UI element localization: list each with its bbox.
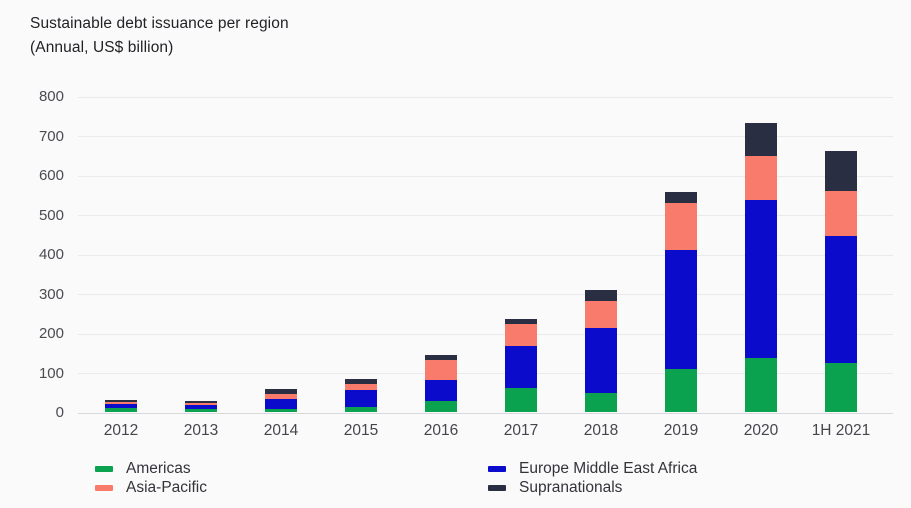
bar-segment-europe-middle-east-africa — [585, 328, 617, 393]
y-axis-tick-label: 800 — [38, 88, 64, 105]
bar-segment-europe-middle-east-africa — [505, 346, 537, 388]
bar-segment-americas — [745, 357, 777, 412]
bar-segment-asia-pacific — [185, 403, 217, 405]
bar-2019 — [665, 191, 697, 412]
bar-segment-asia-pacific — [745, 156, 777, 200]
bar-segment-americas — [265, 408, 297, 412]
legend-label: Americas — [126, 460, 191, 477]
legend-item-supranationals: Supranationals — [488, 478, 622, 498]
legend-swatch-icon — [488, 485, 506, 491]
bar-2014 — [265, 389, 297, 412]
bar-segment-europe-middle-east-africa — [745, 199, 777, 358]
bar-2018 — [585, 289, 617, 412]
x-axis-label: 2013 — [183, 422, 219, 439]
gridline — [78, 96, 893, 98]
y-axis-tick-label: 100 — [38, 364, 64, 382]
bar-segment-europe-middle-east-africa — [665, 250, 697, 369]
bar-segment-europe-middle-east-africa — [425, 379, 457, 402]
bar-segment-europe-middle-east-africa — [345, 389, 377, 407]
x-axis-label: 2014 — [263, 422, 299, 439]
bar-segment-asia-pacific — [345, 384, 377, 390]
bar-segment-europe-middle-east-africa — [825, 236, 857, 363]
bar-segment-americas — [185, 408, 217, 412]
bar-segment-supranationals — [185, 401, 217, 404]
legend-item-europe-middle-east-africa: Europe Middle East Africa — [488, 459, 697, 479]
bar-segment-europe-middle-east-africa — [185, 404, 217, 409]
bar-segment-americas — [425, 401, 457, 412]
bar-2020 — [745, 122, 777, 412]
bar-2015 — [345, 379, 377, 412]
bar-segment-supranationals — [265, 389, 297, 395]
bar-2012 — [105, 400, 137, 412]
y-axis-tick-label: 0 — [55, 404, 64, 421]
gridline — [78, 254, 893, 256]
bar-segment-asia-pacific — [505, 324, 537, 346]
legend-swatch-icon — [488, 466, 506, 472]
x-axis-baseline — [78, 412, 893, 414]
gridline — [78, 175, 893, 177]
x-axis-label: 2019 — [663, 422, 699, 439]
gridline — [78, 294, 893, 295]
x-axis-label: 2017 — [503, 422, 539, 439]
bar-segment-supranationals — [345, 379, 377, 385]
bar-segment-americas — [345, 406, 377, 412]
legend-swatch-icon — [95, 466, 113, 472]
bar-segment-asia-pacific — [425, 359, 457, 380]
x-axis-label: 2016 — [423, 422, 459, 439]
bar-segment-supranationals — [665, 191, 697, 203]
y-axis-tick-label: 400 — [38, 246, 64, 263]
bar-segment-asia-pacific — [825, 190, 857, 237]
bar-1h-2021 — [825, 151, 857, 412]
plot-area — [78, 96, 893, 414]
bar-segment-asia-pacific — [265, 394, 297, 399]
x-axis-label: 2018 — [583, 422, 619, 439]
legend-item-asia-pacific: Asia-Pacific — [95, 478, 207, 498]
legend-label: Europe Middle East Africa — [519, 460, 698, 477]
bar-segment-europe-middle-east-africa — [105, 404, 137, 408]
gridline — [78, 373, 893, 374]
y-axis-tick-label: 500 — [38, 206, 64, 224]
bar-segment-americas — [505, 387, 537, 412]
gridline — [78, 333, 893, 335]
bar-segment-americas — [105, 408, 137, 412]
legend-label: Supranationals — [519, 479, 623, 496]
x-axis-label: 2015 — [343, 422, 379, 439]
bar-segment-americas — [665, 368, 697, 412]
bar-segment-americas — [585, 393, 617, 412]
gridline — [78, 215, 893, 216]
y-axis-tick-label: 200 — [38, 325, 64, 342]
x-axis-label: 1H 2021 — [811, 422, 871, 439]
bar-segment-asia-pacific — [105, 402, 137, 405]
bar-segment-asia-pacific — [585, 300, 617, 329]
bar-segment-europe-middle-east-africa — [265, 398, 297, 409]
x-axis-label: 2020 — [743, 422, 779, 439]
bar-segment-supranationals — [745, 122, 777, 157]
legend-label: Asia-Pacific — [126, 479, 207, 496]
bar-segment-supranationals — [505, 319, 537, 325]
bar-segment-supranationals — [105, 400, 137, 403]
legend-swatch-icon — [95, 485, 113, 491]
bar-segment-asia-pacific — [665, 202, 697, 250]
bar-segment-supranationals — [585, 289, 617, 301]
y-axis-tick-label: 700 — [38, 127, 64, 145]
chart-subtitle: (Annual, US$ billion) — [30, 39, 174, 56]
bar-2017 — [505, 319, 537, 412]
bar-segment-supranationals — [425, 354, 457, 360]
y-axis-tick-label: 600 — [38, 167, 64, 184]
bar-2013 — [185, 401, 217, 412]
bar-segment-supranationals — [825, 151, 857, 191]
y-axis-tick-label: 300 — [38, 285, 64, 303]
chart-title: Sustainable debt issuance per region — [30, 15, 289, 32]
legend-item-americas: Americas — [95, 459, 191, 479]
gridline — [78, 136, 893, 137]
x-axis-label: 2012 — [103, 422, 139, 439]
bar-segment-americas — [825, 362, 857, 412]
bar-2016 — [425, 354, 457, 412]
